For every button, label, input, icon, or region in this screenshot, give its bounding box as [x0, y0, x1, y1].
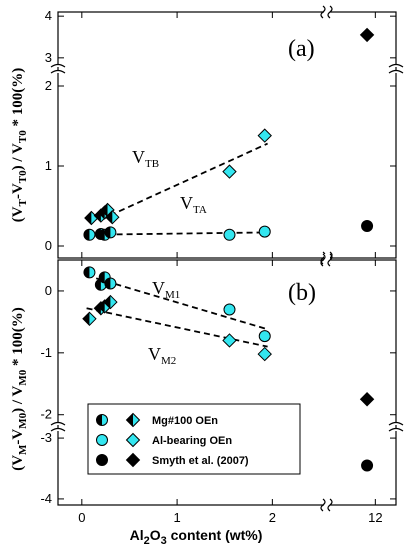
x-break-bottom-b [320, 498, 333, 512]
legend-circle-2 [96, 454, 108, 466]
point-a-4-0 [359, 27, 375, 43]
x-break-top-a [320, 5, 333, 19]
ytick-label-b-3: -3 [40, 430, 52, 445]
xtick-label-0: 0 [78, 510, 85, 525]
ytick-label-a-2: 0 [45, 238, 52, 253]
point-b-3-0 [222, 333, 237, 348]
ytick-label-a-0: 3 [45, 50, 52, 65]
point-a-1-0 [222, 164, 237, 179]
legend-diamond-2 [125, 452, 141, 468]
panel-label-b: (b) [288, 280, 316, 306]
point-b-3-1 [257, 346, 272, 362]
panel-frame-a [57, 11, 397, 259]
point-b-0-0 [83, 266, 96, 279]
x-break-top-a-gap [324, 6, 330, 18]
trendline-b-0 [86, 274, 268, 331]
axis-breaks [50, 5, 404, 512]
legend-circle-0 [96, 414, 108, 426]
legend-label-mg100: Mg#100 OEn [152, 415, 218, 427]
y-break-right-a [388, 63, 404, 74]
ytick-label-b-4: -4 [40, 491, 52, 506]
y-break-left-b [50, 421, 66, 432]
label-vta: VTA [180, 193, 207, 216]
ytick-label-a-4: 2 [45, 78, 52, 93]
data-marks [82, 27, 375, 472]
ytick-label-b-0: 0 [45, 283, 52, 298]
trendline-b-1 [86, 307, 268, 348]
point-b-2-3 [103, 294, 118, 310]
y-break-left-a [50, 63, 66, 74]
point-b-1-0 [223, 303, 236, 316]
legend-box [87, 403, 301, 475]
point-a-1-1 [257, 128, 272, 143]
point-a-5-0 [361, 220, 374, 232]
point-a-0-4 [105, 209, 120, 225]
point-a-2-0 [83, 228, 96, 241]
label-vtb: VTB [132, 147, 159, 170]
x-break-top-b [320, 253, 333, 267]
point-b-0-3 [104, 277, 117, 290]
trendlines [86, 142, 268, 348]
trendline-a-0 [100, 142, 268, 221]
ytick-label-a-3: 1 [45, 158, 52, 173]
point-b-2-0 [82, 311, 97, 326]
panel-frames [57, 11, 397, 506]
x-break-top-b-gap [324, 254, 330, 266]
ytick-label-a-1: 4 [45, 8, 52, 23]
xtick-label-3: 12 [368, 510, 382, 525]
legend-diamond-1 [125, 432, 141, 448]
point-b-4-0 [359, 392, 375, 407]
legend: Mg#100 OEn Al-bearing OEn Smyth et al. (… [87, 403, 301, 475]
panel-label-a: (a) [288, 36, 315, 62]
x-axis-label: Al2O3 content (wt%) [130, 527, 263, 547]
point-a-2-3 [104, 226, 117, 239]
point-a-3-0 [223, 228, 236, 241]
y-break-right-b [388, 421, 404, 432]
y-axis-label-a: (VT-VT0) / VT0 * 100(%) [10, 68, 29, 222]
xtick-label-2: 2 [269, 510, 276, 525]
point-a-3-1 [258, 225, 271, 238]
legend-label-al-bearing: Al-bearing OEn [152, 435, 232, 447]
xtick-label-1: 1 [173, 510, 180, 525]
trendline-a-1 [86, 231, 268, 236]
label-vm1: VM1 [152, 278, 180, 301]
label-vm2: VM2 [148, 344, 176, 367]
legend-label-smyth: Smyth et al. (2007) [152, 455, 249, 467]
point-b-5-0 [361, 459, 374, 472]
y-axis-label-b: (VM-VM0) / VM0 * 100(%) [10, 307, 29, 471]
ytick-label-b-1: -1 [40, 345, 52, 360]
point-b-0-1 [94, 278, 107, 291]
panel-frame-b [57, 259, 397, 506]
legend-diamond-0 [125, 412, 141, 428]
legend-symbols [96, 412, 141, 468]
point-b-1-1 [258, 330, 271, 343]
legend-circle-1 [96, 434, 108, 446]
ytick-label-b-2: -2 [40, 407, 52, 422]
x-break-bottom-b-gap [324, 499, 330, 511]
